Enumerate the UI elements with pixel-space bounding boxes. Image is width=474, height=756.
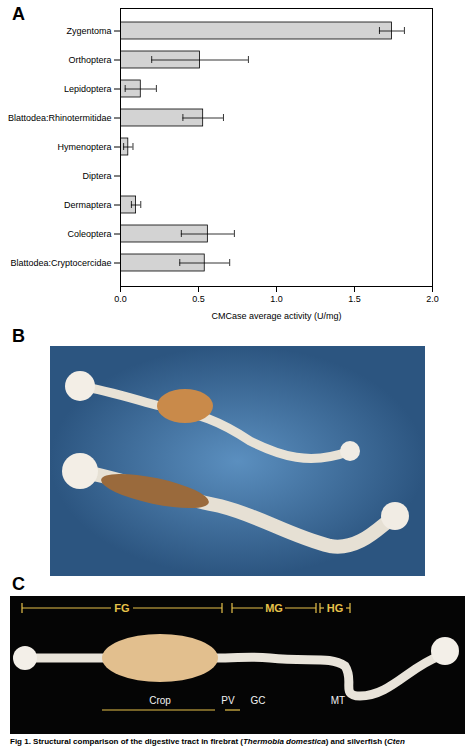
svg-text:FG: FG (114, 602, 129, 614)
svg-text:GC: GC (251, 695, 266, 706)
svg-text:Orthoptera: Orthoptera (68, 55, 111, 65)
svg-text:MT: MT (331, 695, 345, 706)
html-text:C: C (12, 574, 25, 594)
svg-text:Blattodea:Cryptocercidae: Blattodea:Cryptocercidae (10, 258, 111, 268)
svg-text:Dermaptera: Dermaptera (64, 200, 112, 210)
svg-text:Blattodea:Rhinotermitidae: Blattodea:Rhinotermitidae (8, 113, 112, 123)
svg-text:0.0: 0.0 (114, 294, 127, 304)
svg-text:0.5: 0.5 (192, 294, 205, 304)
svg-text:1.0: 1.0 (270, 294, 283, 304)
html-text:A: A (12, 4, 25, 24)
svg-text:Coleoptera: Coleoptera (67, 229, 111, 239)
svg-text:Lepidoptera: Lepidoptera (64, 84, 112, 94)
svg-text:PV: PV (221, 695, 235, 706)
html-text:Fig 1. Structural comparison o: Fig 1. Structural comparison of the dige… (10, 737, 405, 746)
svg-text:CMCase average activity (U/mg): CMCase average activity (U/mg) (211, 311, 341, 321)
svg-text:2.0: 2.0 (426, 294, 439, 304)
svg-text:Zygentoma: Zygentoma (66, 26, 111, 36)
svg-text:Crop: Crop (149, 695, 171, 706)
svg-text:Diptera: Diptera (82, 171, 111, 181)
svg-text:HG: HG (327, 602, 344, 614)
svg-text:Hymenoptera: Hymenoptera (57, 142, 111, 152)
html-text:B: B (12, 326, 25, 346)
svg-text:MG: MG (265, 602, 283, 614)
svg-text:1.5: 1.5 (348, 294, 361, 304)
